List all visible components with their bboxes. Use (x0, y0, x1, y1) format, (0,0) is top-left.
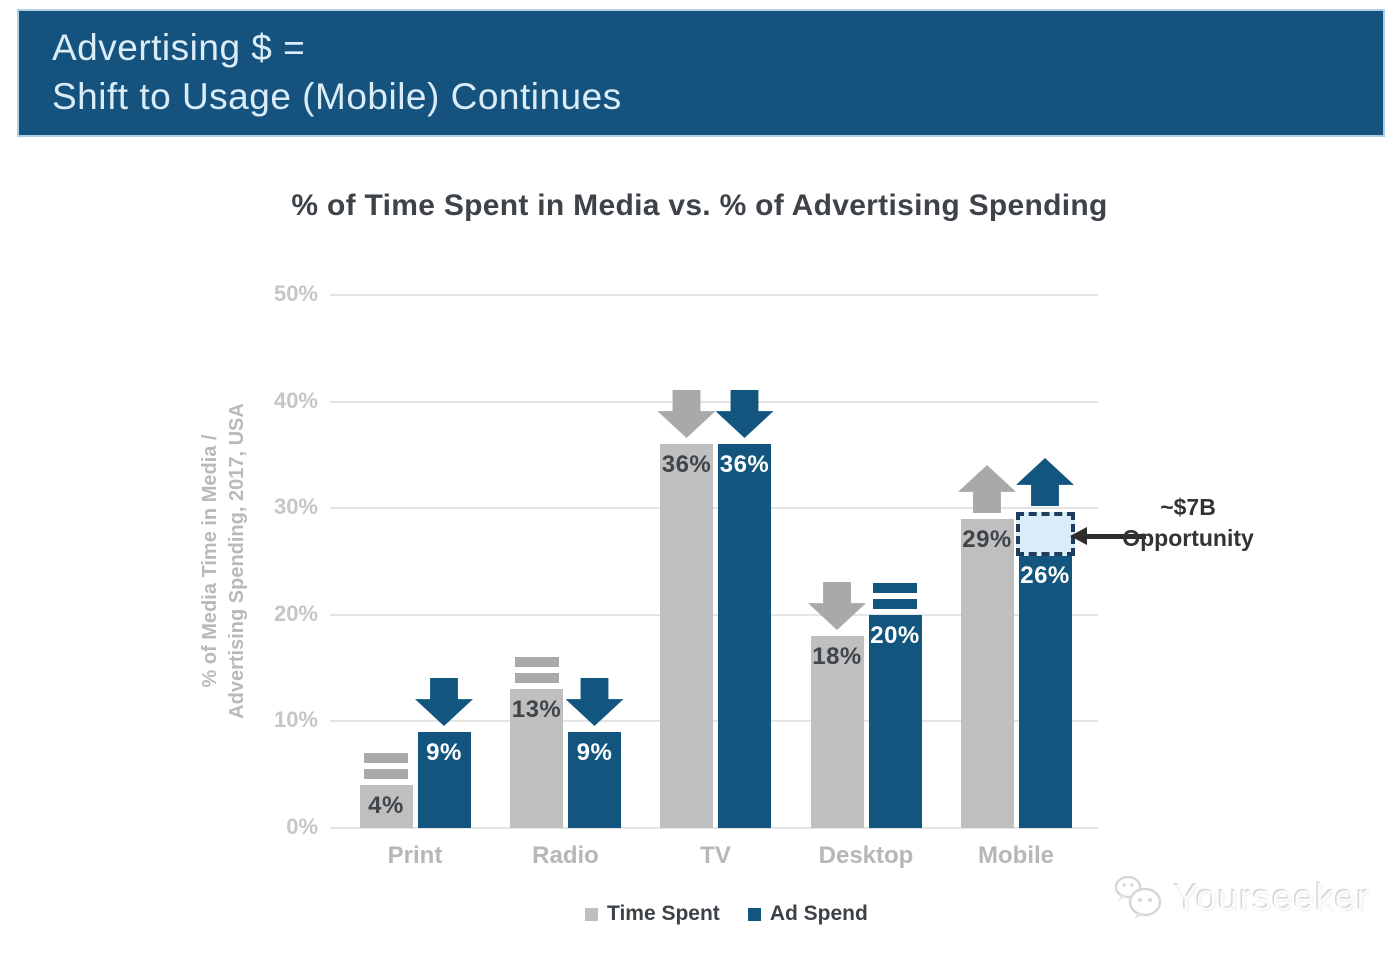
gridline (330, 614, 1098, 616)
ad-spend-bar-tv (718, 444, 771, 828)
gridline (330, 720, 1098, 722)
bar-value-label: 18% (812, 643, 862, 670)
banner-title: Advertising $ = Shift to Usage (Mobile) … (19, 11, 1383, 121)
banner-title-line1: Advertising $ = (52, 27, 306, 68)
down-arrow-icon (715, 390, 774, 438)
equals-marker-icon (873, 583, 917, 609)
y-tick-label: 0% (286, 814, 318, 839)
y-tick-label: 20% (273, 601, 318, 626)
watermark: Yourseeker (1112, 874, 1370, 922)
time-spent-bar-tv (660, 444, 713, 828)
bar-value-label: 36% (719, 451, 770, 478)
time-spent-bar-print (359, 785, 413, 828)
equals-marker-bar (514, 657, 559, 667)
wechat-icon (1114, 875, 1162, 919)
legend: Time Spent Ad Spend (585, 902, 868, 926)
banner: Advertising $ = Shift to Usage (Mobile) … (17, 9, 1385, 137)
gridline (330, 507, 1098, 509)
x-category-label-radio: Radio (532, 842, 599, 869)
x-category-label-print: Print (387, 842, 443, 869)
y-tick-label: 50% (273, 281, 318, 306)
opportunity-arrow-line (1086, 534, 1146, 539)
up-arrow-icon (1016, 458, 1074, 506)
y-tick-label: 10% (273, 707, 318, 732)
x-category-label-desktop: Desktop (818, 842, 914, 869)
y-tick-label: 30% (273, 494, 318, 519)
down-arrow-icon (808, 582, 866, 630)
up-arrow-icon (958, 465, 1016, 513)
legend-item-time-spent: Time Spent (585, 902, 720, 926)
opportunity-arrow-head (1070, 527, 1087, 545)
gridline (330, 827, 1098, 829)
gridline (330, 294, 1098, 296)
equals-marker-bar (514, 673, 559, 683)
bar-value-label: 20% (870, 622, 920, 649)
chart-title: % of Time Spent in Media vs. % of Advert… (291, 189, 1108, 222)
equals-marker-bar (873, 599, 917, 609)
bar-value-label: 4% (368, 792, 404, 819)
down-arrow-icon (657, 390, 716, 438)
bar-value-label: 29% (962, 526, 1012, 553)
opportunity-box (1015, 512, 1075, 556)
banner-title-line2: Shift to Usage (Mobile) Continues (52, 76, 622, 117)
watermark-text: Yourseeker (1174, 877, 1370, 918)
y-tick-label: 40% (273, 388, 318, 413)
y-axis-label-line1: % of Media Time in Media / (199, 434, 221, 688)
bar-value-label: 9% (576, 739, 613, 766)
bar-value-label: 26% (1020, 562, 1070, 589)
ad-spend-swatch-icon (747, 907, 761, 921)
equals-marker-icon (364, 753, 408, 779)
time-spent-swatch-icon (585, 907, 598, 921)
ad-spend-bar-print (417, 732, 471, 828)
bar-value-label: 9% (426, 739, 462, 766)
time-spent-bar-radio (510, 689, 563, 828)
opportunity-label-line2: Opportunity (1122, 525, 1254, 551)
legend-label-time-spent: Time Spent (607, 902, 720, 925)
opportunity-label-line1: ~$7B (1160, 494, 1216, 520)
equals-marker-bar (873, 583, 917, 593)
time-spent-bar-desktop (810, 636, 864, 828)
down-arrow-icon (565, 678, 624, 726)
time-spent-bar-mobile (960, 519, 1014, 828)
ad-spend-bar-radio (568, 732, 621, 828)
legend-item-ad-spend: Ad Spend (747, 902, 868, 926)
x-category-label-mobile: Mobile (978, 842, 1054, 869)
bar-value-label: 36% (661, 451, 712, 478)
opportunity-label: ~$7B Opportunity (1108, 492, 1268, 554)
bar-value-label: 13% (511, 696, 562, 723)
equals-marker-bar (364, 753, 408, 763)
equals-marker-icon (514, 657, 559, 683)
ad-spend-bar-desktop (868, 615, 922, 828)
equals-marker-bar (364, 769, 408, 779)
down-arrow-icon (415, 678, 473, 726)
legend-label-ad-spend: Ad Spend (769, 902, 868, 925)
ad-spend-bar-mobile (1018, 551, 1072, 828)
x-category-label-tv: TV (700, 842, 731, 869)
gridline (330, 401, 1098, 403)
